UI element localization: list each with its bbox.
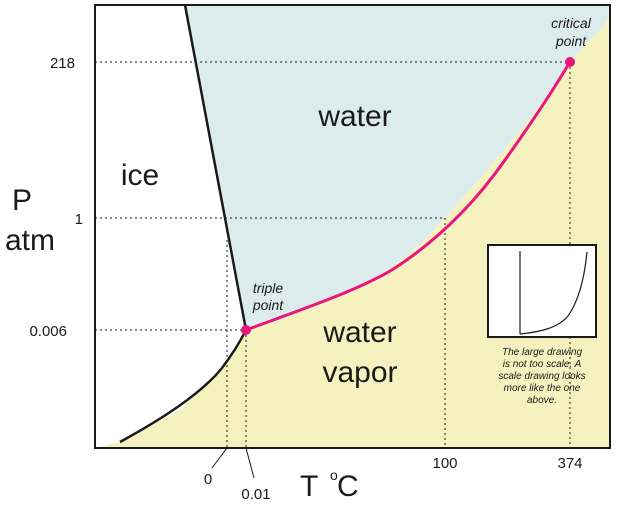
solid-liquid-line xyxy=(183,4,248,331)
water-label: water xyxy=(317,100,391,133)
solid-vapor-line xyxy=(119,329,248,444)
y-tick-218: 218 xyxy=(50,55,75,72)
inset-curve xyxy=(519,251,588,335)
x-tick-0-leader xyxy=(211,447,228,469)
triple-point-label-line2: point xyxy=(252,297,284,313)
critical-point-label-line1: critical xyxy=(551,15,592,31)
x-tick-374: 374 xyxy=(557,455,582,472)
vapor-region xyxy=(95,10,610,448)
water-region xyxy=(185,5,610,330)
x-tick-001-leader xyxy=(245,447,255,479)
x-axis-degree: o xyxy=(330,467,338,483)
inset-box xyxy=(487,244,597,338)
triple-point-marker xyxy=(241,325,251,335)
vapor-label-line1: water xyxy=(322,316,396,349)
triple-point-label-line1: triple xyxy=(253,280,284,296)
critical-point-label-line2: point xyxy=(555,33,587,49)
inset-note-line2: is not too scale. A xyxy=(503,359,582,370)
y-tick-1: 1 xyxy=(75,211,83,228)
inset-note-line1: The large drawing xyxy=(502,347,582,358)
y-axis-unit: atm xyxy=(5,224,55,257)
inset-note-line5: above. xyxy=(527,395,557,406)
guide-lines xyxy=(95,61,571,448)
ice-label: ice xyxy=(121,159,159,192)
x-tick-001: 0.01 xyxy=(241,486,270,503)
x-axis-title: T xyxy=(300,470,326,503)
inset-note-line3: scale drawing looks xyxy=(498,371,585,382)
inset-note-line4: more like the one xyxy=(504,383,581,394)
y-tick-0006: 0.006 xyxy=(29,323,67,340)
liquid-vapor-curve xyxy=(245,61,572,332)
x-tick-100: 100 xyxy=(432,455,457,472)
y-axis-title: P xyxy=(12,184,32,217)
critical-point-marker xyxy=(565,57,575,67)
vapor-label-line2: vapor xyxy=(322,356,397,389)
x-axis-unit: C xyxy=(337,470,359,503)
x-tick-0: 0 xyxy=(204,471,212,488)
plot-frame xyxy=(94,4,611,449)
